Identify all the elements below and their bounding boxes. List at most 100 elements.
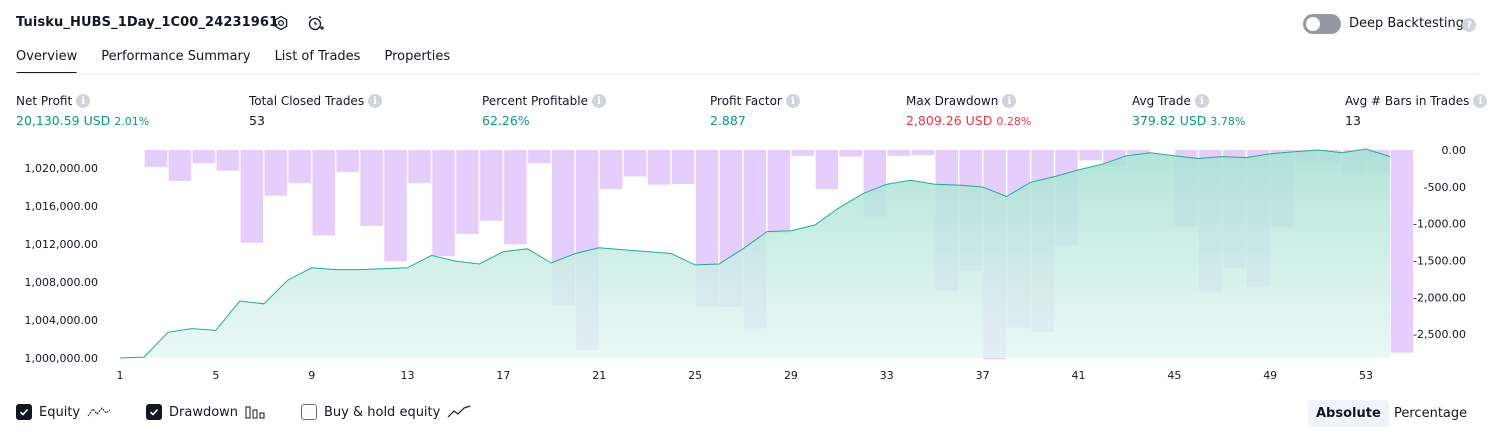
strategy-title: Tuisku_HUBS_1Day_1C00_24231961 bbox=[16, 15, 279, 30]
metric-total-closed-trades: Total Closed Trades i 53 bbox=[249, 94, 383, 128]
x-axis-tick-label: 53 bbox=[1359, 369, 1373, 382]
metric-value: 20,130.59 USD bbox=[16, 113, 111, 128]
metric-label: Max Drawdown bbox=[906, 94, 999, 108]
legend-buy-hold-equity[interactable]: Buy & hold equity bbox=[301, 404, 471, 420]
legend-label: Equity bbox=[39, 404, 81, 420]
left-axis-tick-label: 1,020,000.00 bbox=[25, 162, 98, 175]
metric-label: Avg Trade bbox=[1132, 94, 1191, 108]
metric-net-profit: Net Profit i 20,130.59 USD 2.01% bbox=[16, 94, 149, 128]
drawdown-bar bbox=[839, 150, 863, 157]
metric-label: Net Profit bbox=[16, 94, 73, 108]
right-axis: 0.00 -500.00 -1,000.00 -1,500.00 -2,000.00 -2… bbox=[1413, 144, 1466, 341]
buy-hold-checkbox[interactable] bbox=[301, 404, 317, 420]
equity-line bbox=[119, 148, 1391, 359]
metric-value: 13 bbox=[1345, 113, 1361, 128]
help-icon[interactable]: ? bbox=[1462, 18, 1476, 32]
right-axis-tick-label: 0.00 bbox=[1442, 144, 1467, 157]
metric-label: Profit Factor bbox=[710, 94, 782, 108]
metric-percent-profitable: Percent Profitable i 62.26% bbox=[482, 94, 606, 128]
drawdown-bar bbox=[312, 150, 335, 236]
metric-value: 2.887 bbox=[710, 113, 746, 128]
info-icon[interactable]: i bbox=[1473, 94, 1488, 108]
legend-label: Buy & hold equity bbox=[324, 404, 441, 420]
drawdown-bar bbox=[1127, 150, 1150, 155]
left-axis-tick-label: 1,012,000.00 bbox=[25, 238, 98, 251]
drawdown-bar bbox=[264, 150, 287, 196]
drawdown-bar bbox=[599, 150, 623, 190]
tab-bar: Overview Performance Summary List of Tra… bbox=[16, 40, 474, 75]
x-axis-tick-label: 37 bbox=[976, 369, 990, 382]
settings-icon[interactable] bbox=[271, 13, 291, 33]
drawdown-bar bbox=[1079, 150, 1102, 161]
info-icon[interactable]: i bbox=[591, 94, 606, 108]
metric-percent: 3.78% bbox=[1210, 115, 1246, 128]
legend-equity[interactable]: Equity bbox=[16, 404, 111, 420]
metric-percent: 2.01% bbox=[114, 115, 150, 128]
x-axis-tick-label: 9 bbox=[308, 369, 315, 382]
x-axis-tick-label: 29 bbox=[784, 369, 798, 382]
toggle-knob bbox=[1306, 17, 1320, 31]
drawdown-bar bbox=[887, 150, 911, 156]
x-axis-tick-label: 45 bbox=[1167, 369, 1181, 382]
drawdown-bar bbox=[815, 150, 839, 190]
metric-max-drawdown: Max Drawdown i 2,809.26 USD 0.28% bbox=[906, 94, 1031, 128]
drawdown-bar bbox=[671, 150, 695, 184]
metric-avg-trade: Avg Trade i 379.82 USD 3.78% bbox=[1132, 94, 1245, 128]
metric-avg-bars-in-trades: Avg # Bars in Trades i 13 bbox=[1345, 94, 1488, 128]
metric-label: Total Closed Trades bbox=[249, 94, 365, 108]
drawdown-checkbox[interactable] bbox=[146, 404, 162, 420]
equity-area bbox=[120, 149, 1390, 358]
drawdown-bar bbox=[168, 150, 192, 181]
tab-properties[interactable]: Properties bbox=[384, 49, 451, 64]
tab-list-of-trades[interactable]: List of Trades bbox=[274, 49, 361, 64]
drawdown-bar bbox=[767, 150, 791, 234]
x-axis-tick-label: 49 bbox=[1263, 369, 1277, 382]
legend-label: Drawdown bbox=[169, 404, 239, 420]
metric-value: 62.26% bbox=[482, 113, 530, 128]
right-axis-tick-label: -1,500.00 bbox=[1413, 255, 1466, 268]
drawdown-bar bbox=[911, 150, 934, 156]
drawdown-bars-icon bbox=[245, 406, 265, 419]
right-axis-tick-label: -2,000.00 bbox=[1413, 291, 1466, 304]
equity-drawdown-chart[interactable]: 1,000,000.00 1,004,000.00 1,008,000.00 1,01… bbox=[0, 140, 1494, 395]
x-axis-tick-label: 1 bbox=[117, 369, 124, 382]
x-axis-tick-label: 21 bbox=[592, 369, 606, 382]
drawdown-bar bbox=[480, 150, 503, 221]
metric-profit-factor: Profit Factor i 2.887 bbox=[710, 94, 800, 128]
left-axis: 1,000,000.00 1,004,000.00 1,008,000.00 1,01… bbox=[25, 162, 98, 365]
add-alert-icon[interactable] bbox=[305, 13, 325, 33]
metric-label: Percent Profitable bbox=[482, 94, 588, 108]
equity-line-icon bbox=[87, 407, 111, 417]
absolute-button[interactable]: Absolute bbox=[1308, 400, 1389, 427]
drawdown-bar bbox=[504, 150, 527, 245]
buy-hold-line-icon bbox=[447, 405, 471, 418]
info-icon[interactable]: i bbox=[1002, 94, 1017, 108]
info-icon[interactable]: i bbox=[1194, 94, 1209, 108]
drawdown-bar bbox=[216, 150, 240, 171]
drawdown-bar bbox=[623, 150, 647, 177]
info-icon[interactable]: i bbox=[76, 94, 91, 108]
drawdown-bar bbox=[408, 150, 431, 184]
x-axis-tick-label: 33 bbox=[880, 369, 894, 382]
left-axis-tick-label: 1,016,000.00 bbox=[25, 200, 98, 213]
x-axis-tick-label: 41 bbox=[1071, 369, 1085, 382]
metric-value: 2,809.26 USD bbox=[906, 113, 993, 128]
info-icon[interactable]: i bbox=[368, 94, 383, 108]
right-axis-tick-label: -500.00 bbox=[1424, 181, 1466, 194]
percentage-button[interactable]: Percentage bbox=[1394, 406, 1468, 421]
tab-overview[interactable]: Overview bbox=[16, 40, 78, 75]
equity-checkbox[interactable] bbox=[16, 404, 32, 420]
drawdown-bar bbox=[647, 150, 671, 185]
metric-value: 53 bbox=[249, 113, 265, 128]
deep-backtesting-toggle[interactable] bbox=[1303, 14, 1341, 34]
metric-percent: 0.28% bbox=[996, 115, 1032, 128]
legend-drawdown[interactable]: Drawdown bbox=[146, 404, 265, 420]
drawdown-bar bbox=[288, 150, 311, 184]
info-icon[interactable]: i bbox=[785, 94, 800, 108]
drawdown-bar bbox=[192, 150, 216, 164]
x-axis: 1 5 9 13 17 21 25 29 33 37 41 45 49 53 bbox=[117, 369, 1374, 382]
drawdown-bar bbox=[791, 150, 815, 156]
right-axis-tick-label: -2,500.00 bbox=[1413, 328, 1466, 341]
metric-value: 379.82 USD bbox=[1132, 113, 1207, 128]
tab-performance-summary[interactable]: Performance Summary bbox=[101, 49, 251, 64]
